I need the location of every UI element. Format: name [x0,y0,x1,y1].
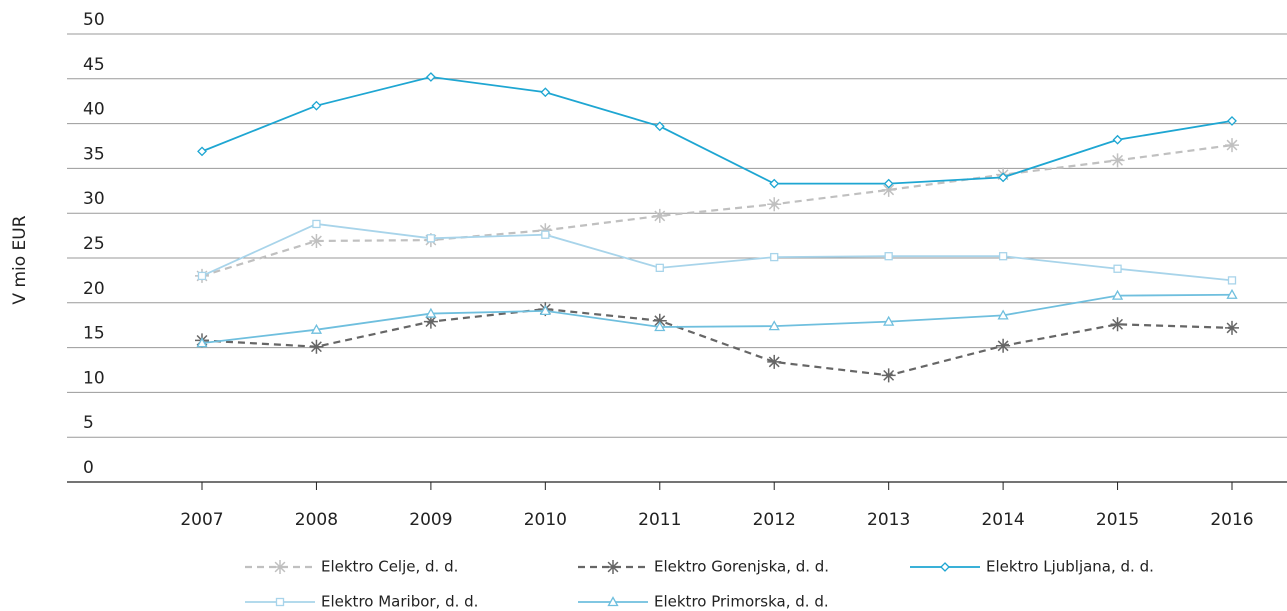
marker [1227,115,1237,126]
x-tick-label: 2009 [409,510,452,530]
x-tick-label: 2014 [981,510,1024,530]
legend-label: Elektro Primorska, d. d. [654,593,829,611]
marker [309,339,324,354]
marker [654,121,665,132]
y-tick-label: 35 [83,144,105,164]
marker [1225,320,1239,335]
legend-label: Elektro Maribor, d. d. [321,593,478,611]
marker [769,178,780,189]
marker [1110,317,1125,332]
x-tick-label: 2008 [295,510,338,530]
marker [196,337,208,348]
x-tick-label: 2013 [867,510,910,530]
y-tick-label: 45 [83,55,105,75]
x-tick-label: 2016 [1210,510,1253,530]
marker [425,72,436,82]
marker [541,230,550,239]
marker [197,271,207,281]
marker [1113,264,1122,273]
marker [998,252,1008,261]
marker [770,252,779,262]
marker [538,223,553,238]
y-tick-label: 5 [83,413,94,433]
marker [884,252,893,261]
legend-label: Elektro Ljubljana, d. d. [986,558,1154,576]
legend-label: Elektro Celje, d. d. [321,558,458,576]
marker [655,263,664,273]
marker [540,87,551,98]
marker [883,315,895,326]
marker [998,172,1009,183]
marker [767,197,782,212]
marker [607,596,619,607]
marker [312,219,321,229]
marker [426,234,436,243]
series-line [201,76,1233,185]
marker [539,305,551,316]
marker [310,323,323,334]
marker [1227,276,1237,285]
y-tick-label: 20 [83,279,105,299]
legend-item: Elektro Gorenjska, d. d. [578,558,829,576]
marker [767,354,782,369]
legend-item: Elektro Primorska, d. d. [578,593,829,611]
marker [652,208,667,223]
marker [652,313,667,328]
marker [996,338,1011,353]
marker [940,562,950,572]
marker [1226,288,1238,299]
marker [1110,153,1125,168]
x-tick-label: 2015 [1096,510,1139,530]
y-axis-label: V mio EUR [10,215,30,304]
marker [1225,138,1239,153]
legend-label: Elektro Gorenjska, d. d. [654,558,829,576]
marker [881,182,896,197]
series-line [201,223,1233,282]
x-tick-label: 2007 [180,510,223,530]
marker [309,233,324,248]
marker [654,321,666,332]
series-line [201,307,1233,377]
series-line [201,144,1233,277]
marker [997,309,1009,320]
marker [275,597,285,607]
legend-item: Elektro Maribor, d. d. [245,593,478,611]
y-tick-label: 15 [83,324,105,344]
marker [1111,289,1124,300]
x-tick-label: 2010 [524,510,567,530]
marker [423,314,438,329]
y-tick-label: 25 [83,234,105,254]
marker [606,560,620,574]
x-tick-label: 2011 [638,510,681,530]
legend-item: Elektro Celje, d. d. [245,558,458,576]
x-tick-label: 2012 [753,510,796,530]
y-tick-label: 40 [83,100,105,120]
marker [425,307,437,318]
marker [768,320,780,331]
marker [881,368,896,383]
y-tick-label: 10 [83,368,105,388]
y-tick-label: 50 [83,10,105,30]
marker [1112,134,1123,145]
series-line [201,293,1233,345]
marker [883,178,894,189]
marker [273,560,287,574]
legend-item: Elektro Ljubljana, d. d. [910,558,1154,576]
y-tick-label: 0 [83,458,94,478]
marker [311,100,322,111]
marker [197,146,207,157]
y-tick-label: 30 [83,189,105,209]
